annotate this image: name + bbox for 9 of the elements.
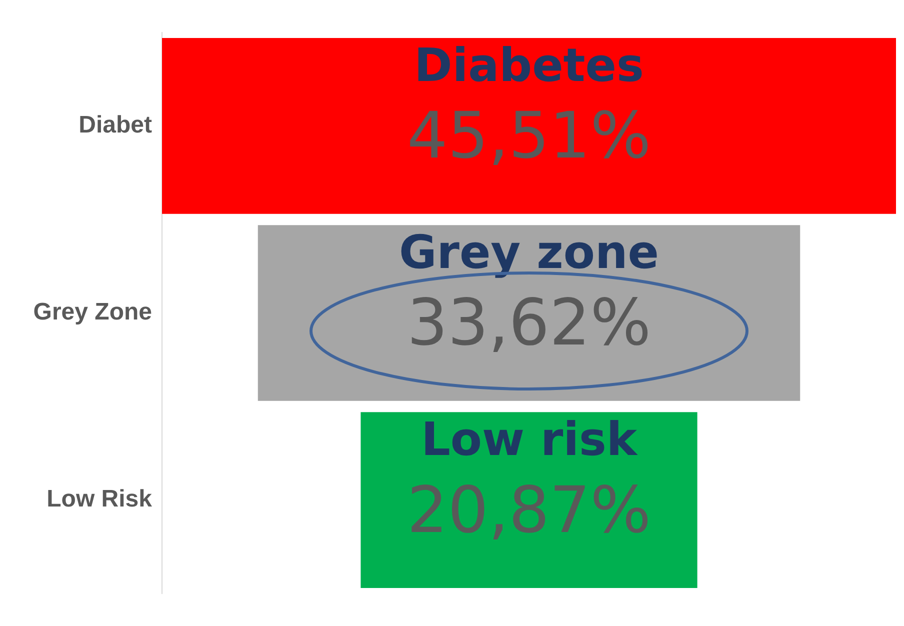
data-label: 33,62%	[406, 286, 652, 361]
data-label: 20,87%	[406, 474, 652, 548]
text: Diabetes	[414, 38, 644, 92]
category-label: Grey Zone	[33, 298, 152, 326]
data-label: 45,51%	[406, 100, 652, 174]
text: Low risk	[421, 412, 637, 466]
category-label: Low Risk	[46, 486, 153, 513]
category-label: Diabet	[78, 112, 152, 139]
text: Grey zone	[399, 225, 659, 280]
